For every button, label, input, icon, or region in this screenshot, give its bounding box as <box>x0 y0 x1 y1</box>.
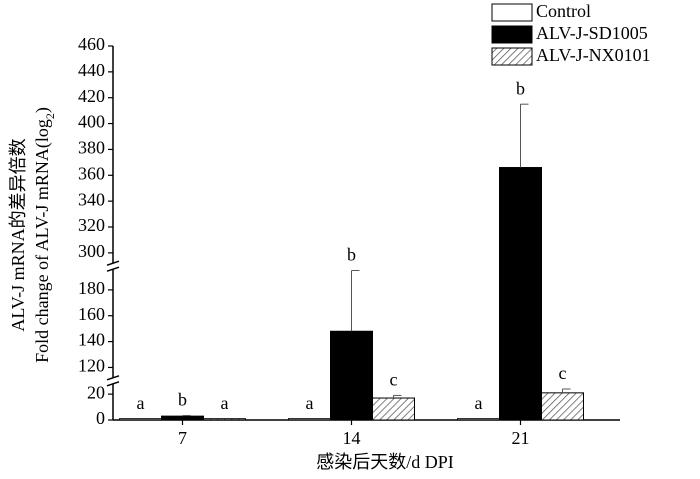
y-tick-label: 380 <box>78 138 105 158</box>
y-tick-label: 320 <box>78 215 105 235</box>
legend-swatch <box>491 25 533 44</box>
bar <box>161 415 204 421</box>
y-tick-label: 300 <box>78 241 105 261</box>
bar <box>330 330 373 421</box>
bar <box>288 418 331 421</box>
significance-letter: a <box>137 393 145 413</box>
y-tick-label: 420 <box>78 86 105 106</box>
y-axis-label-cn: ALV-J mRNA的差异倍数 <box>8 138 28 331</box>
significance-letter: a <box>475 393 483 413</box>
significance-letter: a <box>306 393 314 413</box>
axis-break <box>106 375 120 381</box>
y-tick-label: 140 <box>78 330 105 350</box>
y-tick-label: 360 <box>78 163 105 183</box>
y-tick-label: 440 <box>78 60 105 80</box>
axis-break <box>106 381 120 387</box>
significance-letter: b <box>516 78 525 98</box>
axis-break <box>106 266 120 272</box>
y-label-part: ) <box>32 107 53 113</box>
legend-label: ALV-J-NX0101 <box>536 45 651 65</box>
y-tick-label: 120 <box>78 356 105 376</box>
bar <box>541 392 584 421</box>
legend-label: ALV-J-SD1005 <box>536 23 648 43</box>
legend-swatch <box>491 3 533 22</box>
y-axis-label-en: Fold change of ALV-J mRNA(log2) <box>32 107 57 363</box>
y-tick-label: 400 <box>78 112 105 132</box>
y-tick-label: 0 <box>96 408 105 428</box>
significance-letter: b <box>178 390 187 410</box>
bar <box>203 418 246 421</box>
significance-letter: c <box>390 370 398 390</box>
y-tick-label: 180 <box>78 278 105 298</box>
significance-letter: c <box>559 363 567 383</box>
x-tick-label: 14 <box>343 428 361 448</box>
y-tick-label: 20 <box>87 382 105 402</box>
y-label-part: Fold change of ALV-J mRNA(log <box>32 119 53 363</box>
y-tick-label: 340 <box>78 189 105 209</box>
bar <box>372 397 415 421</box>
bar <box>119 418 162 421</box>
significance-letter: b <box>347 245 356 265</box>
x-axis-label: 感染后天数/d DPI <box>316 452 454 472</box>
bar <box>499 167 542 421</box>
y-tick-label: 160 <box>78 304 105 324</box>
axis-break <box>106 260 120 266</box>
significance-letter: a <box>221 393 229 413</box>
x-tick-label: 7 <box>178 428 187 448</box>
x-tick-label: 21 <box>512 428 530 448</box>
bar <box>457 418 500 421</box>
legend-swatch <box>491 47 533 66</box>
y-tick-label: 460 <box>78 34 105 54</box>
legend-label: Control <box>536 1 591 21</box>
y-label-part: 2 <box>43 113 57 119</box>
